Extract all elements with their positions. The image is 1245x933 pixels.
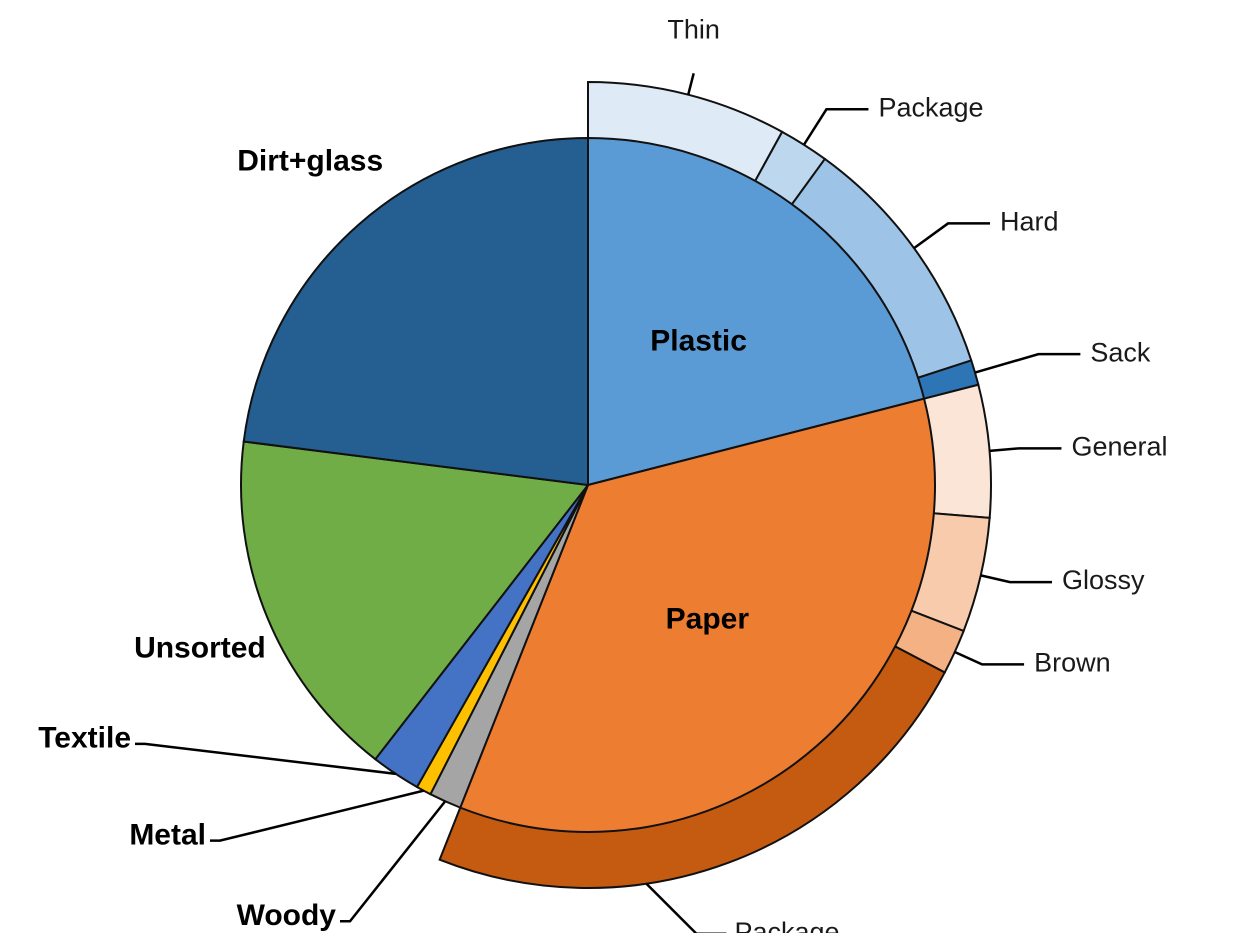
inner-pie bbox=[240, 136, 936, 833]
slice-unsorted bbox=[240, 440, 590, 761]
label-metal: Metal bbox=[129, 819, 206, 852]
leader-plastic-hard bbox=[913, 222, 991, 250]
leader-metal bbox=[210, 789, 425, 842]
slice-paper bbox=[458, 397, 936, 833]
label-dirt-glass: Dirt+glass bbox=[237, 144, 383, 177]
leader-paper-glossy bbox=[980, 574, 1052, 584]
label-paper-glossy: Glossy bbox=[1062, 565, 1145, 595]
leader-plastic-package bbox=[802, 108, 869, 146]
label-paper-brown: Brown bbox=[1034, 648, 1111, 678]
leader-plastic-sack bbox=[974, 352, 1081, 374]
label-plastic-hard: Hard bbox=[1000, 207, 1059, 237]
label-paper: Paper bbox=[666, 602, 750, 635]
slice-labels: Plastic Paper Woody Metal Textile Unsorted Dir… bbox=[38, 14, 1167, 933]
leader-textile bbox=[135, 742, 396, 776]
leader-lines bbox=[135, 73, 1081, 933]
label-unsorted: Unsorted bbox=[134, 631, 266, 664]
label-plastic: Plastic bbox=[650, 324, 747, 357]
leader-plastic-thin bbox=[687, 73, 695, 95]
label-plastic-package: Package bbox=[878, 92, 983, 122]
leader-paper-package bbox=[645, 882, 727, 933]
slice-dirt-glass bbox=[242, 136, 589, 487]
label-paper-package: Package bbox=[734, 917, 839, 933]
slice-plastic bbox=[587, 136, 926, 487]
label-paper-general: General bbox=[1071, 431, 1167, 461]
label-plastic-thin: Thin bbox=[667, 14, 720, 44]
label-plastic-sack: Sack bbox=[1090, 337, 1151, 367]
label-woody: Woody bbox=[237, 899, 337, 932]
leader-paper-brown bbox=[954, 650, 1025, 666]
leader-paper-general bbox=[989, 447, 1062, 453]
leader-woody bbox=[340, 800, 447, 923]
label-textile: Textile bbox=[38, 722, 131, 755]
